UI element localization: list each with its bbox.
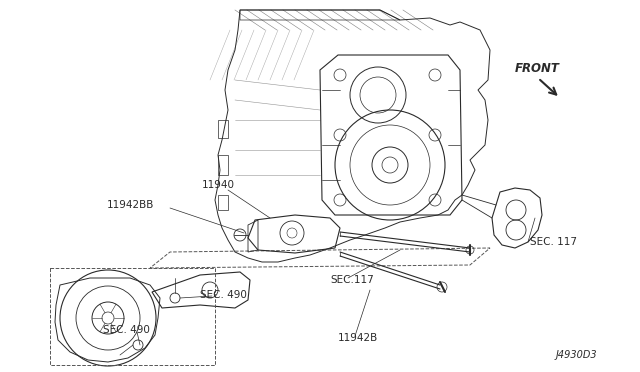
Text: FRONT: FRONT xyxy=(515,61,560,74)
Text: SEC.117: SEC.117 xyxy=(330,275,374,285)
Text: 11940: 11940 xyxy=(202,180,234,190)
Text: 11942BB: 11942BB xyxy=(106,200,154,210)
Text: SEC. 490: SEC. 490 xyxy=(103,325,150,335)
Text: J4930D3: J4930D3 xyxy=(556,350,597,360)
Text: 11942B: 11942B xyxy=(338,333,378,343)
Text: SEC. 490: SEC. 490 xyxy=(200,290,247,300)
Text: SEC. 117: SEC. 117 xyxy=(530,237,577,247)
